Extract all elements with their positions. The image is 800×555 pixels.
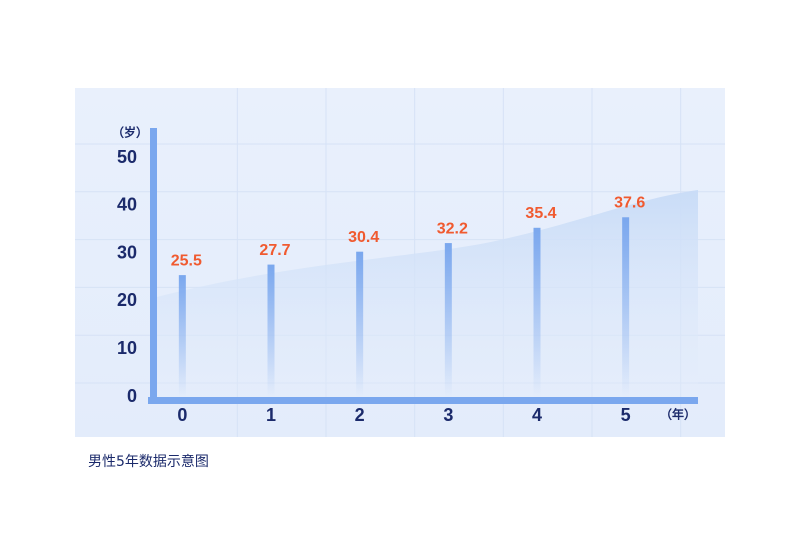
x-axis — [148, 397, 698, 404]
bar — [178, 275, 186, 397]
x-tick-label: 5 — [621, 405, 631, 425]
y-axis — [150, 128, 157, 404]
x-tick-label: 2 — [355, 405, 365, 425]
x-tick-label: 1 — [266, 405, 276, 425]
y-unit: （岁） — [112, 125, 148, 140]
value-label: 30.4 — [348, 229, 379, 246]
y-tick-label: 10 — [117, 338, 137, 358]
bar — [267, 264, 275, 397]
value-label: 32.2 — [437, 220, 468, 237]
y-tick-label: 0 — [127, 386, 137, 406]
y-tick-label: 30 — [117, 242, 137, 262]
value-label: 25.5 — [171, 252, 202, 269]
bar — [533, 227, 541, 397]
y-tick-label: 50 — [117, 147, 137, 167]
bar — [356, 251, 364, 397]
x-tick-label: 3 — [443, 405, 453, 425]
x-tick-label: 4 — [532, 405, 542, 425]
x-unit: （年） — [660, 407, 696, 422]
y-tick-label: 20 — [117, 290, 137, 310]
bar — [444, 243, 452, 397]
x-tick-label: 0 — [177, 405, 187, 425]
area-decoration — [153, 190, 698, 400]
y-tick-label: 40 — [117, 195, 137, 215]
caption: 男性5年数据示意图 — [88, 453, 209, 470]
value-label: 27.7 — [259, 242, 290, 259]
bar — [622, 217, 630, 397]
value-label: 35.4 — [525, 205, 556, 222]
value-label: 37.6 — [614, 194, 645, 211]
